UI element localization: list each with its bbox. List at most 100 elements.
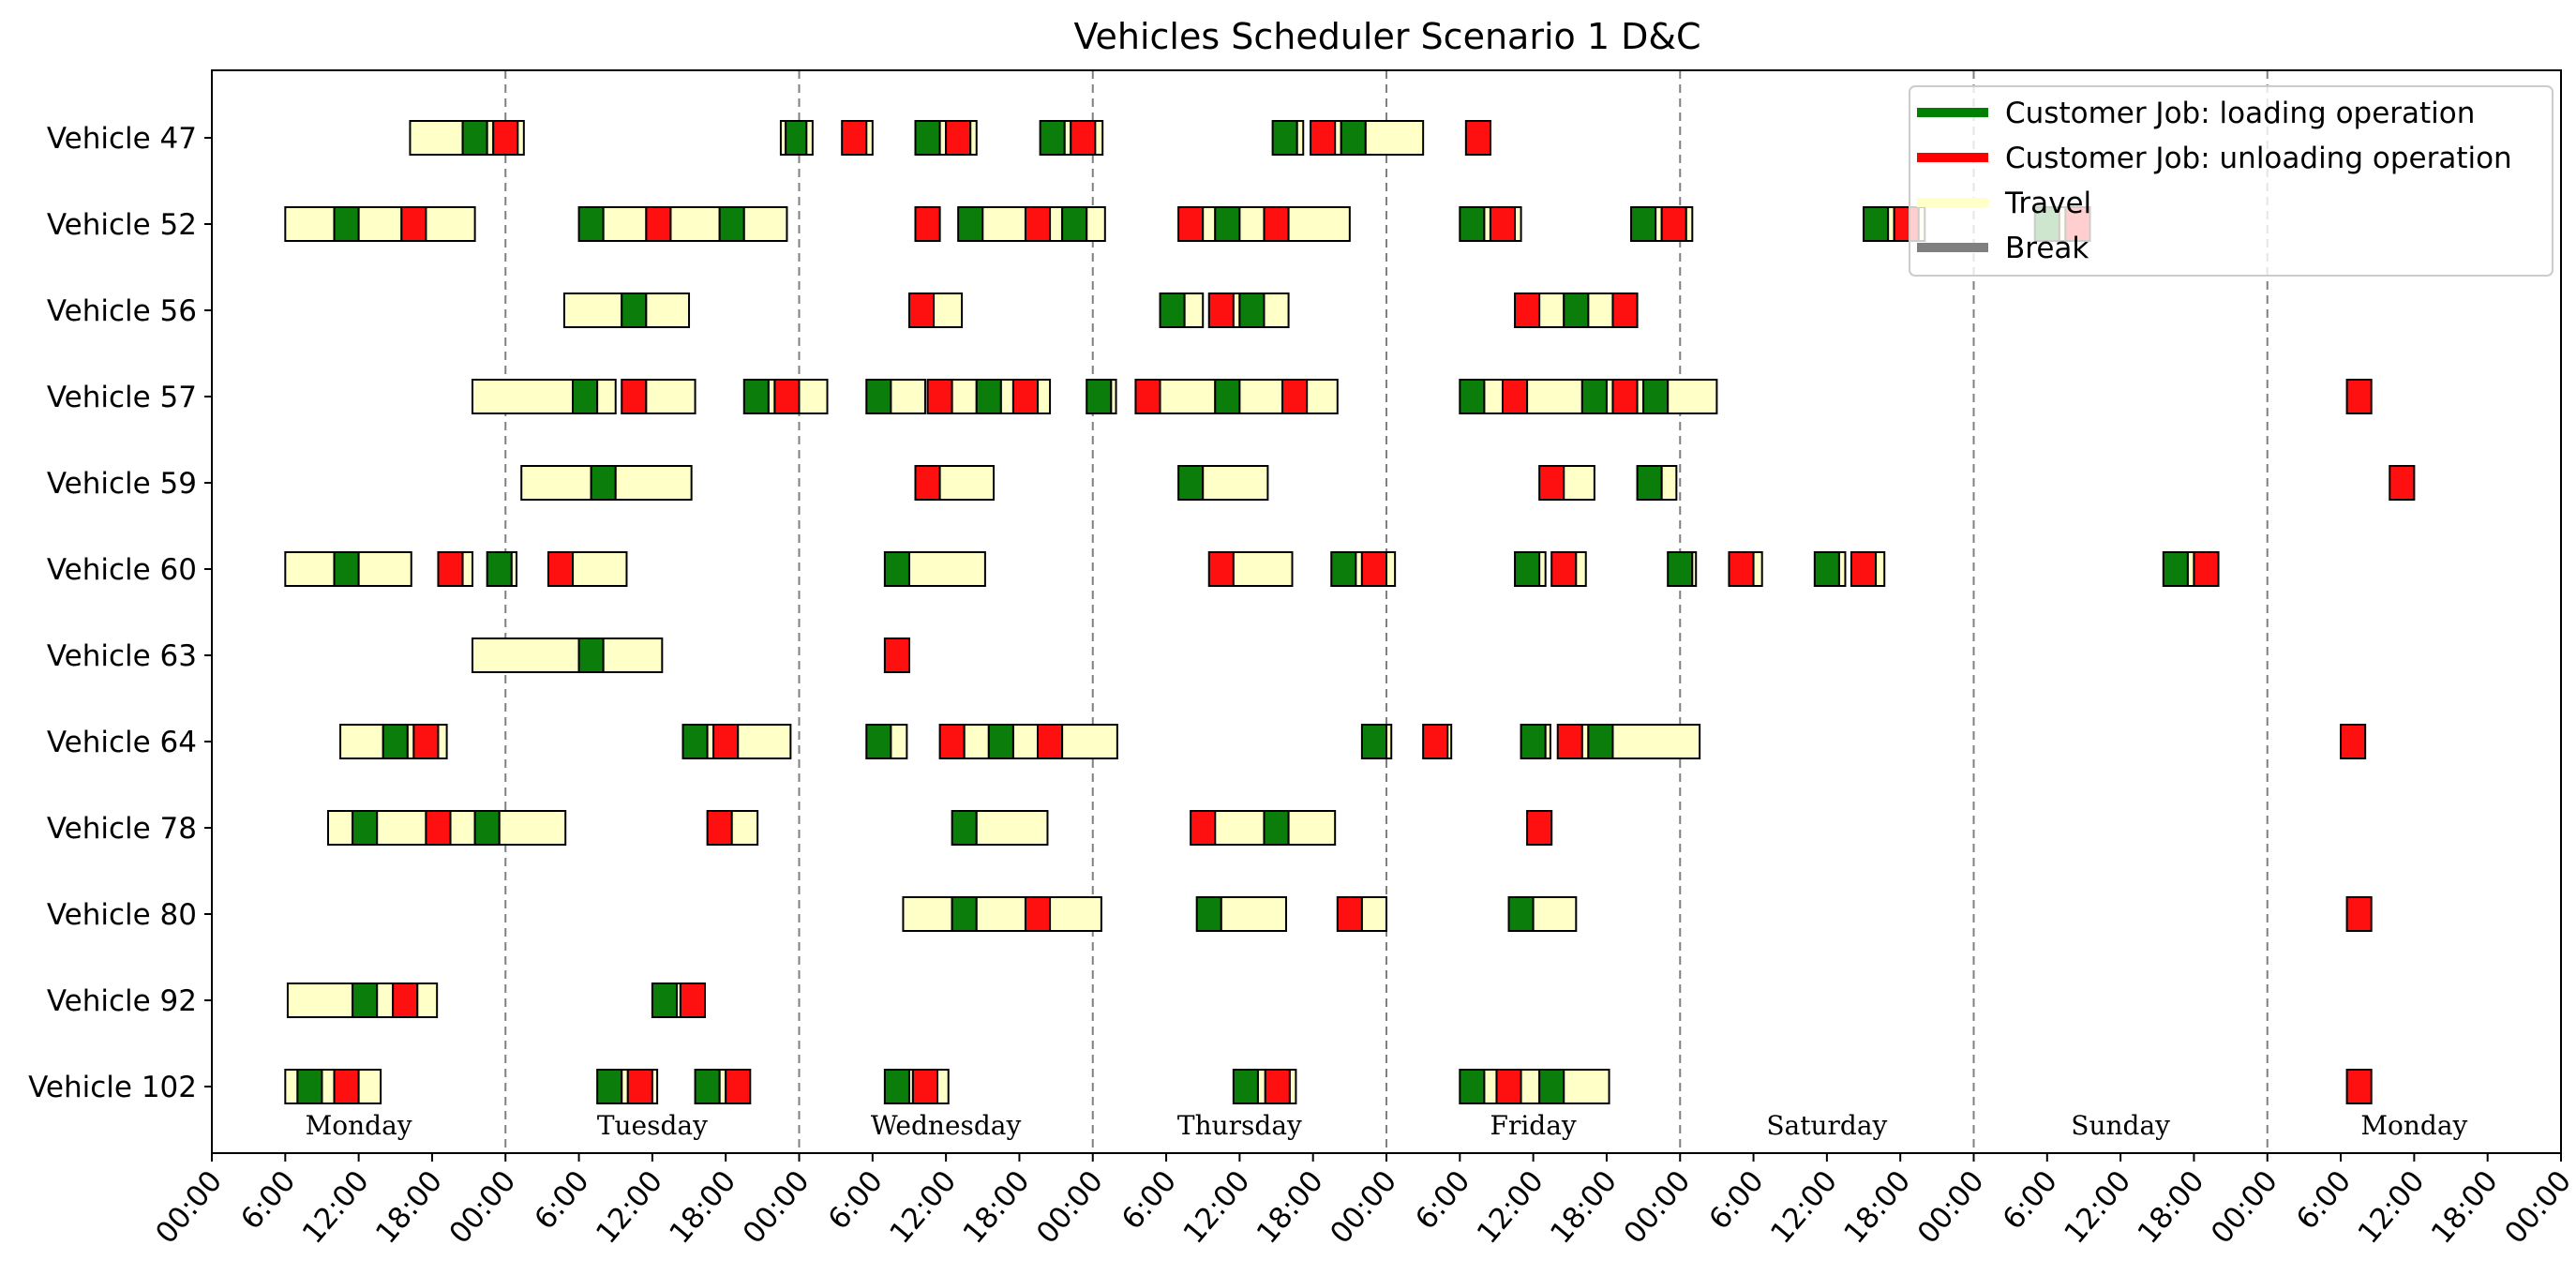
travel-bar bbox=[645, 292, 691, 328]
x-tick-label: 00:00 bbox=[1911, 1164, 1991, 1251]
loading-bar bbox=[473, 810, 501, 846]
travel-bar bbox=[602, 638, 664, 673]
travel-bar bbox=[1446, 724, 1453, 759]
travel-bar bbox=[1575, 551, 1587, 587]
loading-bar bbox=[987, 724, 1014, 759]
travel-bar bbox=[1049, 896, 1102, 932]
legend-label: Travel bbox=[2004, 187, 2091, 220]
travel-bar bbox=[572, 551, 628, 587]
loading-bar bbox=[333, 551, 360, 587]
loading-bar bbox=[718, 206, 745, 242]
travel-bar bbox=[1238, 206, 1266, 242]
travel-bar bbox=[596, 379, 617, 414]
travel-bar bbox=[1159, 379, 1217, 414]
loading-bar bbox=[352, 810, 379, 846]
travel-bar bbox=[1049, 206, 1064, 242]
travel-bar bbox=[1660, 465, 1678, 501]
travel-bar bbox=[1483, 1069, 1498, 1104]
unloading-bar bbox=[914, 206, 941, 242]
unloading-bar bbox=[945, 120, 972, 156]
travel-bar bbox=[737, 724, 792, 759]
travel-bar bbox=[1752, 551, 1763, 587]
travel-bar bbox=[1875, 551, 1886, 587]
loading-bar bbox=[865, 724, 892, 759]
loading-bar bbox=[1813, 551, 1840, 587]
unloading-bar bbox=[2345, 896, 2373, 932]
unloading-bar bbox=[1207, 551, 1235, 587]
unloading-bar bbox=[1489, 206, 1517, 242]
unloading-bar bbox=[907, 292, 936, 328]
travel-bar bbox=[1263, 292, 1290, 328]
x-tick-label: 12:00 bbox=[1176, 1164, 1256, 1251]
x-tick-label: 12:00 bbox=[1764, 1164, 1844, 1251]
travel-bar bbox=[498, 810, 567, 846]
travel-bar bbox=[425, 206, 476, 242]
x-tick-label: 12:00 bbox=[1471, 1164, 1550, 1251]
unloading-bar bbox=[1611, 379, 1639, 414]
legend-label: Customer Job: unloading operation bbox=[2005, 142, 2512, 175]
travel-bar bbox=[865, 120, 874, 156]
loading-bar bbox=[1514, 551, 1541, 587]
loading-bar bbox=[572, 379, 599, 414]
travel-bar bbox=[1520, 1069, 1541, 1104]
vehicle-label: Vehicle 102 bbox=[28, 1071, 197, 1104]
travel-bar bbox=[472, 379, 575, 414]
x-tick-label: 18:00 bbox=[2425, 1164, 2505, 1251]
loading-bar bbox=[1636, 465, 1663, 501]
loading-bar bbox=[1587, 724, 1614, 759]
loading-bar bbox=[651, 982, 678, 1018]
loading-bar bbox=[296, 1069, 323, 1104]
travel-bar bbox=[1214, 810, 1266, 846]
unloading-bar bbox=[1728, 551, 1755, 587]
x-tick-label: 6:00 bbox=[2290, 1164, 2358, 1236]
unloading-bar bbox=[1850, 551, 1878, 587]
travel-bar bbox=[969, 120, 978, 156]
unloading-bar bbox=[437, 551, 464, 587]
travel-bar bbox=[1306, 379, 1339, 414]
travel-bar bbox=[742, 206, 788, 242]
x-tick-label: 12:00 bbox=[883, 1164, 963, 1251]
unloading-bar bbox=[926, 379, 953, 414]
travel-bar bbox=[1360, 896, 1388, 932]
x-tick-label: 18:00 bbox=[1544, 1164, 1624, 1251]
travel-bar bbox=[409, 120, 464, 156]
x-tick-label: 12:00 bbox=[590, 1164, 669, 1251]
travel-bar bbox=[669, 206, 721, 242]
vehicle-label: Vehicle 80 bbox=[47, 898, 197, 932]
travel-bar bbox=[1288, 1069, 1297, 1104]
loading-bar bbox=[1159, 292, 1186, 328]
unloading-bar bbox=[1024, 896, 1052, 932]
unloading-bar bbox=[626, 1069, 653, 1104]
travel-bar bbox=[284, 551, 336, 587]
unloading-bar bbox=[412, 724, 440, 759]
loading-bar bbox=[1061, 206, 1088, 242]
plot-frame bbox=[211, 69, 2562, 1154]
day-label: Monday bbox=[306, 1110, 412, 1141]
loading-bar bbox=[590, 465, 617, 501]
loading-bar bbox=[1667, 551, 1694, 587]
travel-bar bbox=[1526, 379, 1583, 414]
day-label: Friday bbox=[1490, 1110, 1577, 1141]
travel-bar bbox=[1364, 120, 1425, 156]
loading-bar bbox=[1039, 120, 1066, 156]
day-label: Thursday bbox=[1177, 1110, 1302, 1141]
travel-bar bbox=[651, 1069, 659, 1104]
travel-bar bbox=[1220, 896, 1287, 932]
travel-bar bbox=[449, 810, 476, 846]
travel-bar bbox=[1287, 810, 1337, 846]
travel-bar bbox=[805, 120, 814, 156]
travel-bar bbox=[1094, 120, 1104, 156]
travel-bar bbox=[472, 638, 580, 673]
loading-bar bbox=[1232, 1069, 1259, 1104]
x-tick-label: 00:00 bbox=[442, 1164, 522, 1251]
loading-bar bbox=[352, 982, 379, 1018]
travel-bar bbox=[1514, 206, 1522, 242]
loading-bar bbox=[951, 810, 978, 846]
x-tick-label: 18:00 bbox=[1837, 1164, 1917, 1251]
travel-bar bbox=[730, 810, 759, 846]
unloading-bar bbox=[2345, 379, 2373, 414]
legend: Customer Job: loading operation Customer … bbox=[1909, 85, 2554, 277]
travel-bar bbox=[284, 1069, 299, 1104]
unloading-bar bbox=[1024, 206, 1052, 242]
